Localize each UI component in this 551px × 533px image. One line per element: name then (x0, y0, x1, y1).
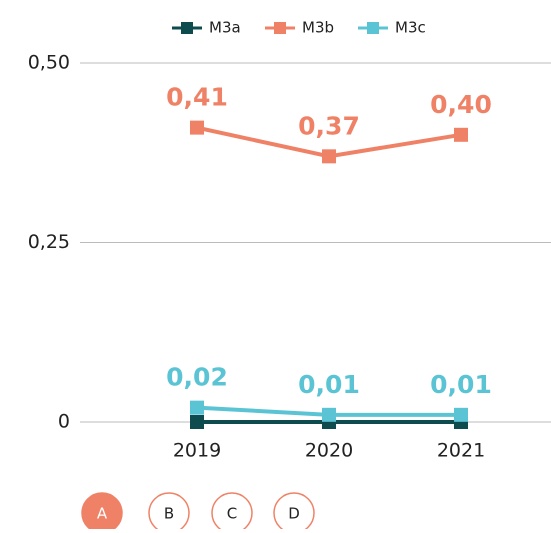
data-label: 0,40 (430, 90, 492, 119)
point (190, 400, 204, 415)
y-tick-label: 0,25 (28, 231, 70, 253)
data-label: 0,01 (298, 370, 360, 399)
point (190, 415, 204, 429)
legend-label: M3c (395, 19, 426, 37)
legend-marker (367, 22, 379, 34)
data-label: 0,01 (430, 370, 492, 399)
y-tick-label: 0 (58, 411, 70, 433)
legend-marker (274, 22, 286, 34)
y-tick-label: 0,50 (28, 52, 70, 74)
x-tick-label: 2019 (173, 440, 221, 462)
tab-button-circle (81, 492, 123, 533)
legend-label: M3b (302, 19, 334, 37)
data-label: 0,41 (166, 83, 228, 112)
x-tick-label: 2020 (305, 440, 353, 462)
point (322, 407, 336, 422)
x-tick-label: 2021 (437, 440, 485, 462)
legend-marker (181, 22, 193, 34)
tab-button-label: D (288, 505, 300, 523)
legend-label: M3a (209, 19, 241, 37)
tab-button[interactable]: B (148, 492, 190, 533)
point (454, 407, 468, 422)
tab-button-circle (148, 492, 190, 533)
point (322, 149, 336, 164)
tab-button-label: C (227, 505, 237, 523)
tab-button-circle (211, 492, 253, 533)
data-label: 0,37 (298, 111, 360, 140)
point (190, 120, 204, 135)
tab-button-label: B (164, 505, 174, 523)
data-label: 0,02 (166, 363, 228, 392)
tab-button[interactable]: D (273, 492, 315, 533)
tab-button[interactable]: A (81, 492, 123, 533)
tab-button-circle (273, 492, 315, 533)
tab-button[interactable]: C (211, 492, 253, 533)
tab-button-label: A (97, 505, 108, 523)
point (454, 127, 468, 142)
